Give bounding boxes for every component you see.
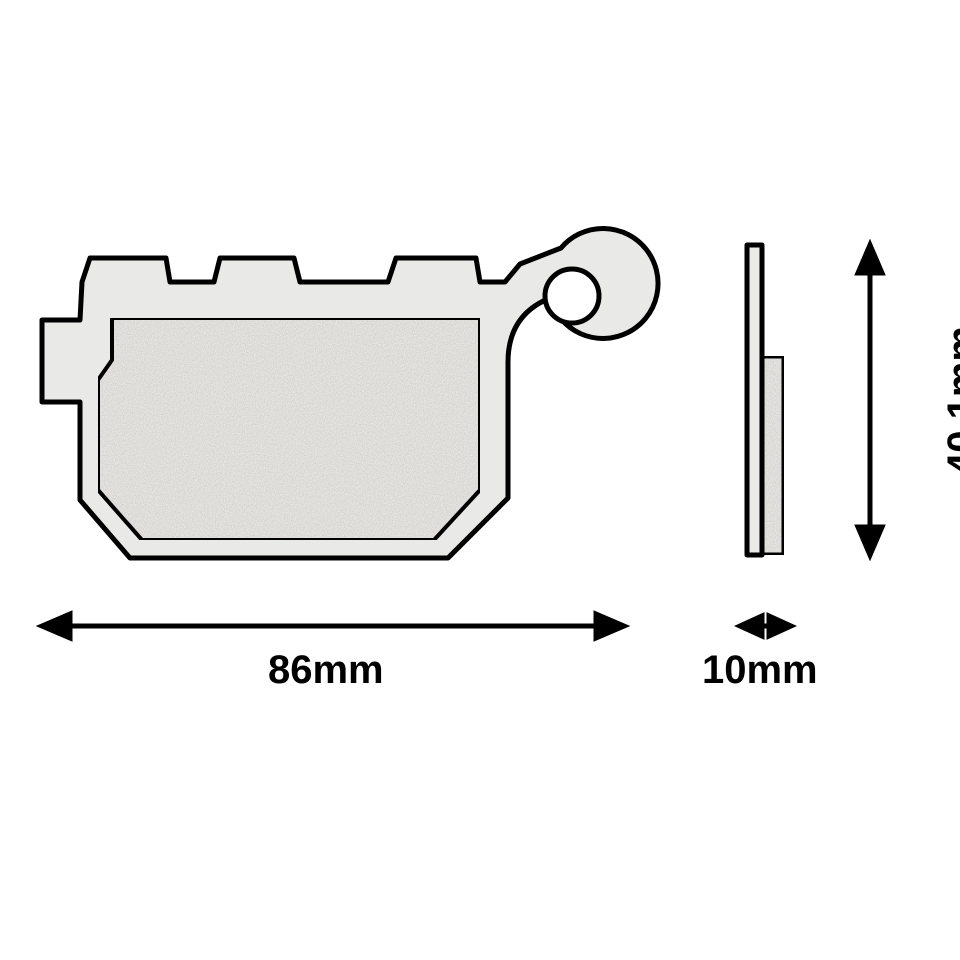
thickness-dimension — [740, 616, 791, 636]
diagram-container: 86mm 10mm 40.1mm — [0, 0, 960, 960]
brake-pad-hole — [545, 269, 599, 323]
height-label: 40.1mm — [940, 326, 960, 475]
side-friction — [762, 356, 784, 555]
front-view — [42, 228, 658, 558]
width-label: 86mm — [268, 648, 384, 693]
side-view — [747, 245, 784, 555]
brake-pad-friction — [98, 318, 480, 540]
technical-drawing-svg — [0, 0, 960, 960]
thickness-label: 10mm — [702, 648, 818, 693]
height-dimension — [858, 245, 882, 555]
width-dimension — [42, 614, 624, 638]
